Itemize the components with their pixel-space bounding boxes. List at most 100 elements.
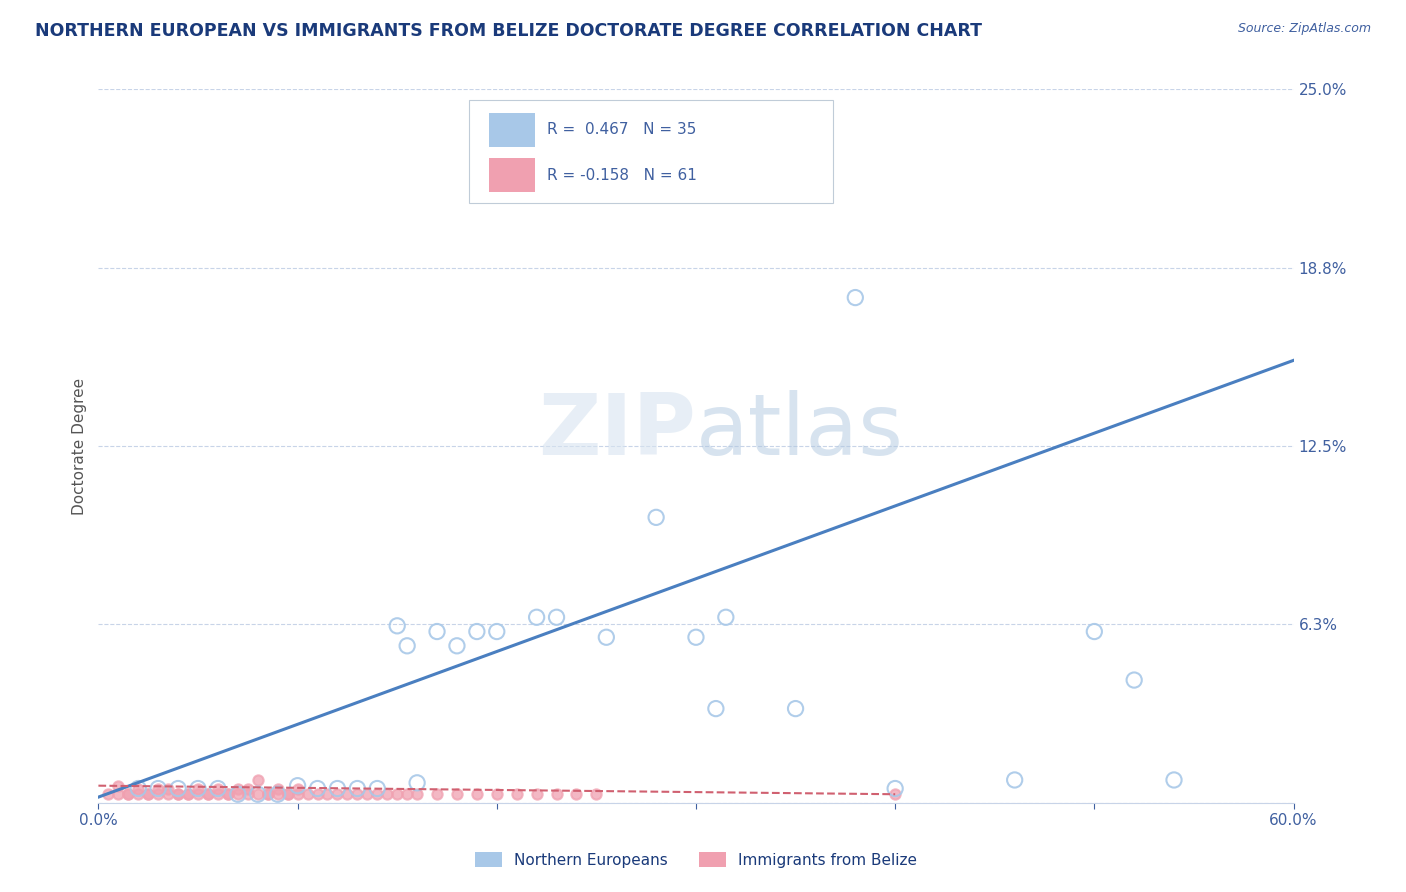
Point <box>197 787 219 801</box>
Point <box>465 787 488 801</box>
Text: ZIP: ZIP <box>538 390 696 474</box>
Point <box>226 787 249 801</box>
Point <box>346 787 368 801</box>
Point <box>366 787 388 801</box>
Point <box>97 787 120 801</box>
Point <box>246 787 269 801</box>
Text: atlas: atlas <box>696 390 904 474</box>
Point <box>645 510 668 524</box>
Point <box>446 787 468 801</box>
Point <box>785 701 807 715</box>
Point <box>197 787 219 801</box>
Point <box>714 610 737 624</box>
Point <box>326 781 349 796</box>
Point <box>465 624 488 639</box>
Point <box>446 639 468 653</box>
Point <box>148 781 170 796</box>
Point <box>426 787 449 801</box>
Point <box>236 781 259 796</box>
Point <box>426 624 449 639</box>
Point <box>267 781 290 796</box>
Point <box>506 787 529 801</box>
Point <box>396 639 419 653</box>
Bar <box>489 113 534 147</box>
Point <box>385 619 409 633</box>
Point <box>217 787 239 801</box>
Point <box>506 153 529 168</box>
Point <box>884 781 907 796</box>
Point <box>207 781 229 796</box>
Point <box>316 787 339 801</box>
Point <box>148 787 170 801</box>
Point <box>127 787 149 801</box>
Text: R = -0.158   N = 61: R = -0.158 N = 61 <box>547 168 696 183</box>
Point <box>117 787 139 801</box>
Point <box>167 787 190 801</box>
Point <box>1083 624 1105 639</box>
Point <box>287 779 309 793</box>
Point <box>307 781 329 796</box>
Point <box>167 787 190 801</box>
Point <box>187 787 209 801</box>
Point <box>207 787 229 801</box>
Point <box>127 781 149 796</box>
Point <box>157 781 180 796</box>
Point <box>187 781 209 796</box>
Legend: Northern Europeans, Immigrants from Belize: Northern Europeans, Immigrants from Beli… <box>468 846 924 873</box>
Point <box>226 781 249 796</box>
Point <box>136 787 159 801</box>
Point <box>1004 772 1026 787</box>
Point <box>117 787 139 801</box>
Point <box>526 787 548 801</box>
Text: Source: ZipAtlas.com: Source: ZipAtlas.com <box>1237 22 1371 36</box>
Point <box>884 787 907 801</box>
Point <box>287 787 309 801</box>
Point <box>385 787 409 801</box>
Point <box>336 787 359 801</box>
Point <box>704 701 727 715</box>
Point <box>256 787 278 801</box>
Point <box>157 787 180 801</box>
Point <box>546 610 568 624</box>
Point <box>207 781 229 796</box>
Point <box>595 630 617 644</box>
Point <box>136 787 159 801</box>
Point <box>1123 673 1146 687</box>
Point <box>226 787 249 801</box>
Point <box>685 630 707 644</box>
Point <box>485 787 508 801</box>
Point <box>277 787 299 801</box>
Point <box>277 787 299 801</box>
Point <box>177 787 200 801</box>
FancyBboxPatch shape <box>470 100 834 203</box>
Point <box>256 787 278 801</box>
Point <box>396 787 419 801</box>
Point <box>307 787 329 801</box>
Point <box>267 787 290 801</box>
Point <box>167 781 190 796</box>
Point <box>546 787 568 801</box>
Point <box>187 781 209 796</box>
Bar <box>489 159 534 192</box>
Point <box>366 781 388 796</box>
Text: NORTHERN EUROPEAN VS IMMIGRANTS FROM BELIZE DOCTORATE DEGREE CORRELATION CHART: NORTHERN EUROPEAN VS IMMIGRANTS FROM BEL… <box>35 22 983 40</box>
Point <box>107 779 129 793</box>
Point <box>246 772 269 787</box>
Point <box>127 781 149 796</box>
Point <box>844 291 866 305</box>
Point <box>148 781 170 796</box>
Point <box>246 787 269 801</box>
Point <box>565 787 588 801</box>
Point <box>217 787 239 801</box>
Point <box>406 787 429 801</box>
Point <box>297 787 319 801</box>
Y-axis label: Doctorate Degree: Doctorate Degree <box>72 377 87 515</box>
Point <box>326 787 349 801</box>
Point <box>585 787 607 801</box>
Point <box>346 781 368 796</box>
Point <box>287 781 309 796</box>
Point <box>526 610 548 624</box>
Point <box>177 787 200 801</box>
Point <box>406 776 429 790</box>
Point <box>375 787 398 801</box>
